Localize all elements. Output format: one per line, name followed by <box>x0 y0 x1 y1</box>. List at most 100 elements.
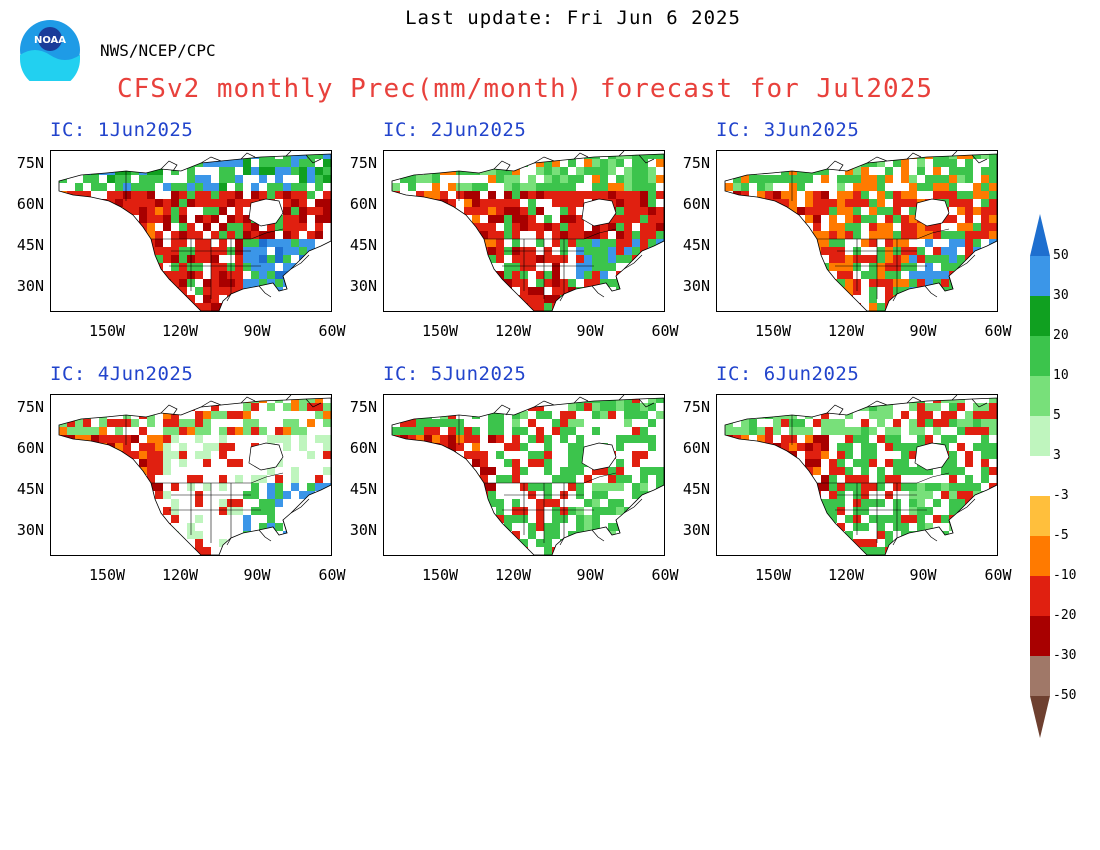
precip-cell <box>616 231 625 240</box>
precip-cell <box>107 523 116 532</box>
precip-cell <box>933 303 942 311</box>
precip-cell <box>845 499 854 508</box>
precip-cell <box>147 183 156 192</box>
precip-cell <box>472 398 481 404</box>
precip-cell <box>925 475 934 484</box>
precip-cell <box>323 539 331 548</box>
precip-cell <box>107 295 116 304</box>
precip-cell <box>67 411 76 420</box>
precip-cell <box>536 419 545 428</box>
precip-cell <box>115 271 124 280</box>
precip-cell <box>765 427 774 436</box>
precip-cell <box>656 215 664 224</box>
precip-cell <box>408 223 417 232</box>
precip-cell <box>323 154 331 160</box>
precip-cell <box>584 499 593 508</box>
precip-cell <box>536 531 545 540</box>
precip-cell <box>299 271 308 280</box>
precip-cell <box>227 215 236 224</box>
precip-cell <box>315 435 324 444</box>
precip-cell <box>576 271 585 280</box>
precip-cell <box>725 207 734 216</box>
precip-cell <box>632 531 641 540</box>
precip-cell <box>813 295 822 304</box>
precip-cell <box>504 295 513 304</box>
precip-cell <box>480 515 489 524</box>
precip-cell <box>949 547 958 555</box>
precip-cell <box>211 515 220 524</box>
precip-cell <box>315 419 324 428</box>
precip-cell <box>163 467 172 476</box>
precip-cell <box>512 279 521 288</box>
precip-cell <box>544 183 553 192</box>
precip-cell <box>448 231 457 240</box>
precip-cell <box>115 507 124 516</box>
precip-cell <box>765 154 774 160</box>
precip-cell <box>400 507 409 516</box>
precip-cell <box>877 507 886 516</box>
precip-cell <box>608 279 617 288</box>
precip-cell <box>917 263 926 272</box>
precip-cell <box>267 547 276 555</box>
precip-cell <box>853 443 862 452</box>
colorbar-label: -10 <box>1053 568 1077 583</box>
precip-cell <box>195 507 204 516</box>
precip-cell <box>656 183 664 192</box>
coastline-detail <box>240 396 256 404</box>
precip-cell <box>592 303 601 311</box>
precip-cell <box>789 183 798 192</box>
precip-cell <box>576 183 585 192</box>
precip-cell <box>163 154 172 160</box>
precip-cell <box>592 411 601 420</box>
precip-cell <box>408 427 417 436</box>
precip-cell <box>568 403 577 412</box>
precip-cell <box>757 175 766 184</box>
precip-cell <box>195 191 204 200</box>
precip-cell <box>59 507 68 516</box>
precip-cell <box>259 398 268 404</box>
precip-cell <box>75 154 84 160</box>
precip-cell <box>885 539 894 548</box>
precip-cell <box>291 215 300 224</box>
precip-cell <box>837 403 846 412</box>
precip-cell <box>392 547 393 555</box>
precip-cell <box>741 207 750 216</box>
precip-cell <box>616 183 625 192</box>
precip-cell <box>275 411 284 420</box>
precip-cell <box>616 411 625 420</box>
precip-cell <box>131 191 140 200</box>
precip-cell <box>504 271 513 280</box>
precip-cell <box>632 239 641 248</box>
precip-cell <box>203 271 212 280</box>
precip-cell <box>853 167 862 176</box>
precip-cell <box>472 303 481 311</box>
precip-cell <box>861 183 870 192</box>
precip-cell <box>520 191 529 200</box>
precip-cell <box>632 247 641 256</box>
precip-cell <box>480 435 489 444</box>
precip-cell <box>765 295 774 304</box>
precip-cell <box>283 207 292 216</box>
precip-cell <box>781 523 790 532</box>
precip-cell <box>147 467 156 476</box>
precip-cell <box>251 507 260 516</box>
precip-cell <box>725 411 734 420</box>
precip-cell <box>235 167 244 176</box>
precip-cell <box>941 303 950 311</box>
precip-cell <box>957 167 966 176</box>
precip-cell <box>901 419 910 428</box>
precip-cell <box>512 451 521 460</box>
precip-cell <box>741 467 750 476</box>
precip-cell <box>235 199 244 208</box>
precip-cell <box>99 231 108 240</box>
precip-cell <box>512 483 521 492</box>
precip-cell <box>480 255 489 264</box>
precip-cell <box>765 507 774 516</box>
precip-cell <box>83 467 92 476</box>
precip-cell <box>757 279 766 288</box>
precip-cell <box>123 515 132 524</box>
precip-cell <box>600 154 609 160</box>
precip-cell <box>91 427 100 436</box>
precip-cell <box>504 223 513 232</box>
precip-cell <box>632 427 641 436</box>
